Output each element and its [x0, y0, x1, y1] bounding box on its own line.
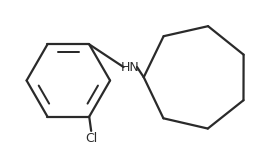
Text: Cl: Cl [85, 132, 97, 145]
Text: HN: HN [121, 61, 140, 74]
